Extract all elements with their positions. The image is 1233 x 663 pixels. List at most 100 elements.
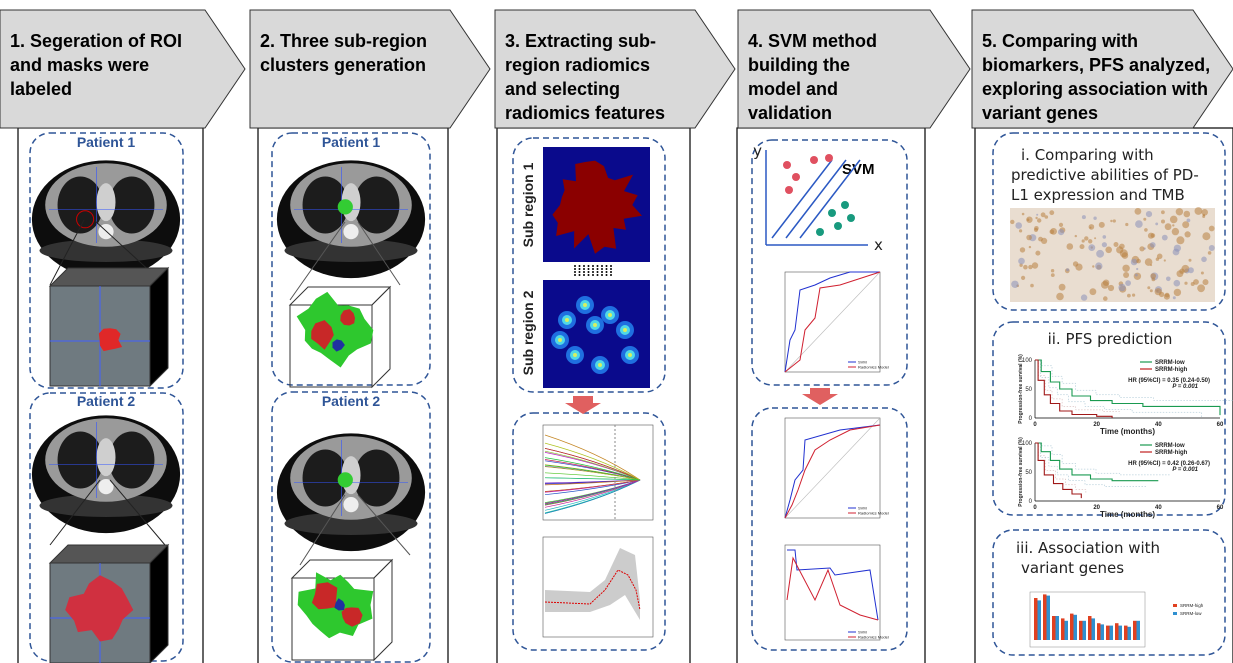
legend-label: SRRM-low: [1155, 360, 1185, 366]
gene-bar: [1092, 618, 1096, 640]
ihc-stain: [1125, 223, 1128, 226]
ihc-stain: [1174, 280, 1181, 287]
ellipsis-dot: [601, 271, 603, 273]
ellipsis-dot: [606, 268, 608, 270]
ellipsis-dot: [574, 265, 576, 267]
legend-swatch: [1173, 604, 1177, 607]
panel-label: ii. PFS prediction: [1048, 330, 1173, 348]
km-x-label: Time (months): [1100, 427, 1155, 436]
ihc-stain: [1110, 220, 1112, 222]
gene-bar: [1038, 600, 1042, 640]
ihc-stain: [1056, 293, 1064, 301]
ellipsis-dot: [588, 274, 590, 276]
class-point: [785, 186, 793, 194]
step-title: radiomics features: [505, 103, 665, 123]
ihc-stain: [1185, 231, 1191, 237]
ihc-stain: [1036, 214, 1038, 216]
class-point: [816, 228, 824, 236]
ihc-stain: [1122, 265, 1129, 272]
subregion-spot: [598, 363, 602, 367]
ihc-stain: [1161, 220, 1165, 224]
ellipsis-dot: [583, 271, 585, 273]
ihc-stain: [1034, 228, 1038, 232]
ihc-stain: [1170, 216, 1178, 224]
ellipsis-dot: [588, 271, 590, 273]
step-title: 3. Extracting sub-: [505, 31, 656, 51]
ihc-stain: [1058, 229, 1064, 235]
ct-lung: [354, 177, 400, 234]
ellipsis-dot: [597, 268, 599, 270]
ihc-stain: [1093, 217, 1096, 220]
ihc-stain: [1030, 284, 1034, 288]
ihc-stain: [1032, 262, 1038, 268]
ihc-stain: [1067, 243, 1074, 250]
ihc-stain: [1173, 249, 1180, 256]
ellipsis-dot: [610, 268, 612, 270]
ihc-stain: [1189, 259, 1192, 262]
gene-bar: [1079, 621, 1083, 640]
km-tick: 40: [1155, 505, 1162, 511]
ihc-stain: [1203, 279, 1209, 285]
ihc-stain: [1135, 274, 1138, 277]
ihc-stain: [1096, 250, 1104, 258]
step-title: labeled: [10, 79, 72, 99]
ihc-stain: [1155, 223, 1158, 226]
legend-label: Radiomics Model: [858, 511, 889, 516]
p-value: P = 0.001: [1172, 467, 1198, 473]
legend-label: SRRM-low: [1155, 443, 1185, 449]
ihc-stain: [1018, 258, 1025, 265]
ihc-stain: [1188, 267, 1194, 273]
ihc-stain: [1090, 227, 1092, 229]
ihc-stain: [1075, 235, 1077, 237]
gene-bar: [1047, 596, 1051, 640]
km-y-label: Progression-free survival (%): [1018, 437, 1024, 507]
ihc-stain: [1159, 292, 1164, 297]
class-point: [828, 209, 836, 217]
legend-label: Radiomics Model: [858, 635, 889, 640]
km-tick: 50: [1025, 470, 1032, 476]
ihc-stain: [1084, 236, 1088, 240]
gene-bar: [1065, 621, 1069, 640]
step-title: model and: [748, 79, 838, 99]
ihc-stain: [1095, 262, 1102, 269]
gene-bar: [1106, 626, 1110, 640]
step-title: 1. Segeration of ROI: [10, 31, 182, 51]
ellipsis-dot: [610, 271, 612, 273]
ct-spine: [343, 224, 358, 239]
ihc-stain: [1022, 213, 1025, 216]
ihc-stain: [1182, 221, 1189, 228]
ihc-stain: [1139, 246, 1144, 251]
panel-label: Patient 2: [322, 393, 381, 409]
ihc-stain: [1082, 215, 1086, 219]
ihc-stain: [1145, 258, 1153, 266]
gene-bar: [1110, 626, 1114, 640]
panel-label: Sub region 1: [520, 162, 536, 247]
ihc-stain: [1147, 286, 1150, 289]
ihc-stain: [1202, 232, 1210, 240]
ihc-stain: [1209, 245, 1215, 251]
step-title: region radiomics: [505, 55, 650, 75]
ihc-stain: [1090, 288, 1097, 295]
svm-label: SVM: [842, 161, 875, 178]
cube-top: [50, 545, 168, 563]
ct-mediastinum: [97, 183, 116, 221]
ihc-stain: [1023, 265, 1028, 270]
ihc-stain: [1182, 265, 1190, 273]
ihc-stain: [1164, 259, 1166, 261]
subregion-spot: [628, 353, 632, 357]
km-tick: 40: [1155, 422, 1162, 428]
subregion-spot: [608, 313, 612, 317]
ihc-stain: [1135, 208, 1142, 215]
ihc-stain: [1081, 294, 1087, 300]
ellipsis-dot: [579, 274, 581, 276]
ihc-stain: [1102, 242, 1107, 247]
ihc-stain: [1103, 296, 1108, 301]
ihc-stain: [1082, 239, 1085, 242]
km-tick: 60: [1217, 505, 1224, 511]
ellipsis-dot: [592, 274, 594, 276]
km-tick: 60: [1217, 422, 1224, 428]
panel-label: Patient 1: [322, 134, 381, 150]
panel-label: iii. Association with: [1016, 539, 1160, 557]
ellipsis-dot: [601, 274, 603, 276]
legend-label: SRRM-high: [1155, 450, 1188, 456]
